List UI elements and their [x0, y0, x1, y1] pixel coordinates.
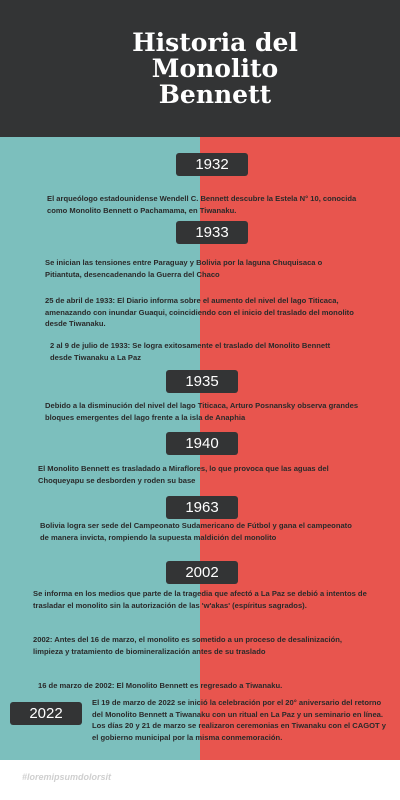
event-text: El 19 de marzo de 2022 se inició la cele…	[92, 698, 387, 742]
year-badge: 1963	[166, 496, 238, 519]
event-text: 2 al 9 de julio de 1933: Se logra exitos…	[50, 341, 331, 362]
event-text: Se inician las tensiones entre Paraguay …	[45, 258, 323, 279]
event-text: Bolivia logra ser sede del Campeonato Su…	[40, 521, 352, 542]
year-badge: 1940	[166, 432, 238, 455]
year-badge: 1933	[176, 221, 248, 244]
event-text: 25 de abril de 1933: El Diario informa s…	[45, 296, 354, 328]
title: Historia del Monolito Bennett	[132, 28, 298, 109]
event-text: El Monolito Bennett es trasladado a Mira…	[38, 464, 329, 485]
event-text: El arqueólogo estadounidense Wendell C. …	[47, 194, 357, 215]
hashtag: #loremipsumdolorsit	[22, 772, 112, 782]
header: Historia del Monolito Bennett	[0, 0, 400, 137]
year-badge: 1932	[176, 153, 248, 176]
year-badge: 2002	[166, 561, 238, 584]
year-badge: 2022	[10, 702, 82, 725]
event-text: 2002: Antes del 16 de marzo, el monolito…	[33, 635, 343, 656]
event-text: Debido a la disminución del nivel del la…	[45, 401, 359, 422]
event-text: Se informa en los medios que parte de la…	[33, 589, 367, 610]
event-text: 16 de marzo de 2002: El Monolito Bennett…	[38, 681, 283, 690]
year-badge: 1935	[166, 370, 238, 393]
